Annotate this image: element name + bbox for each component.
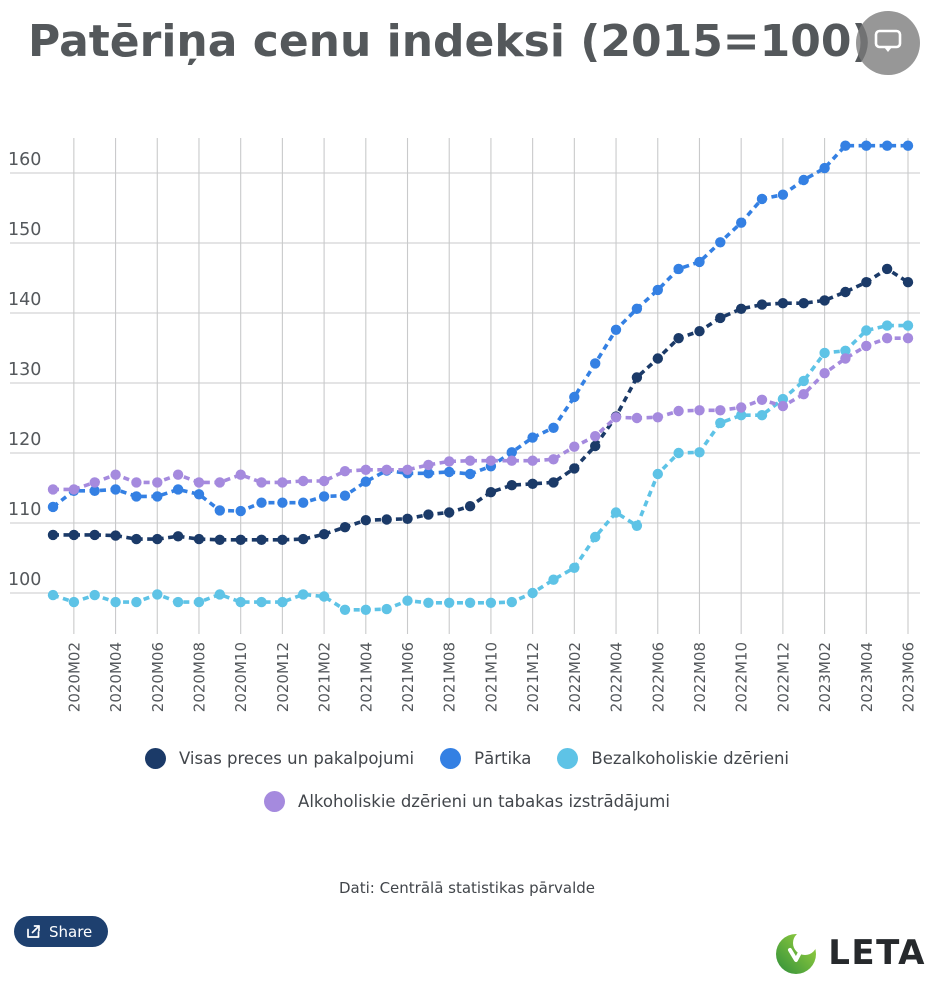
legend-label: Bezalkoholiskie dzērieni xyxy=(591,749,790,768)
legend-label: Pārtika xyxy=(474,749,532,768)
data-source-text: Dati: Centrālā statistikas pārvalde xyxy=(338,879,596,897)
svg-text:2021M04: 2021M04 xyxy=(357,642,375,712)
svg-text:2020M10: 2020M10 xyxy=(232,642,250,712)
svg-text:2022M04: 2022M04 xyxy=(608,642,626,712)
svg-text:2020M08: 2020M08 xyxy=(190,642,208,712)
leta-logo[interactable]: LETA xyxy=(774,930,926,976)
svg-text:2022M02: 2022M02 xyxy=(566,642,584,712)
svg-text:2023M02: 2023M02 xyxy=(816,642,834,712)
svg-text:2021M02: 2021M02 xyxy=(316,642,334,712)
svg-text:130: 130 xyxy=(8,360,41,380)
legend-label: Alkoholiskie dzērieni un tabakas izstrād… xyxy=(298,792,670,811)
legend-dot-navy xyxy=(144,748,166,769)
legend-dot-purple xyxy=(264,791,286,812)
svg-text:150: 150 xyxy=(8,220,41,240)
legend-dot-cyan xyxy=(557,748,579,769)
svg-text:2020M12: 2020M12 xyxy=(274,642,292,712)
leta-leaf-icon xyxy=(774,930,820,976)
svg-text:2021M06: 2021M06 xyxy=(399,642,417,712)
screen-capture-icon xyxy=(871,26,905,60)
page-title: Patēriņa cenu indeksi (2015=100) xyxy=(28,16,872,67)
legend-row-1: Visas preces un pakalpojumi Pārtika Beza… xyxy=(144,748,789,769)
legend-dot-blue xyxy=(440,748,462,769)
legend-item-visas-preces[interactable]: Visas preces un pakalpojumi xyxy=(144,748,415,769)
svg-text:2022M12: 2022M12 xyxy=(774,642,792,712)
legend-label: Visas preces un pakalpojumi xyxy=(178,749,415,768)
svg-text:2021M10: 2021M10 xyxy=(482,642,500,712)
svg-text:2020M02: 2020M02 xyxy=(65,642,83,712)
leta-logo-text: LETA xyxy=(828,933,926,973)
share-icon xyxy=(26,924,41,939)
svg-text:140: 140 xyxy=(8,290,41,310)
legend-item-bezalkoholiskie[interactable]: Bezalkoholiskie dzērieni xyxy=(557,748,789,769)
svg-text:2020M06: 2020M06 xyxy=(149,642,167,712)
svg-text:2023M04: 2023M04 xyxy=(858,642,876,712)
legend-row-2: Alkoholiskie dzērieni un tabakas izstrād… xyxy=(264,791,670,812)
svg-text:2020M04: 2020M04 xyxy=(107,642,125,712)
svg-text:110: 110 xyxy=(8,500,41,520)
share-button-label: Share xyxy=(49,922,93,941)
svg-text:100: 100 xyxy=(8,570,41,590)
svg-text:160: 160 xyxy=(8,150,41,170)
svg-text:2022M06: 2022M06 xyxy=(649,642,667,712)
svg-text:2021M08: 2021M08 xyxy=(441,642,459,712)
legend-item-alkoholiskie[interactable]: Alkoholiskie dzērieni un tabakas izstrād… xyxy=(264,791,670,812)
svg-text:2023M06: 2023M06 xyxy=(900,642,918,712)
svg-text:120: 120 xyxy=(8,430,41,450)
svg-text:2021M12: 2021M12 xyxy=(524,642,542,712)
export-button[interactable] xyxy=(856,11,920,75)
svg-text:2022M08: 2022M08 xyxy=(691,642,709,712)
legend: Visas preces un pakalpojumi Pārtika Beza… xyxy=(0,748,934,812)
share-button[interactable]: Share xyxy=(14,916,109,947)
svg-text:2022M10: 2022M10 xyxy=(733,642,751,712)
legend-item-partika[interactable]: Pārtika xyxy=(440,748,531,769)
